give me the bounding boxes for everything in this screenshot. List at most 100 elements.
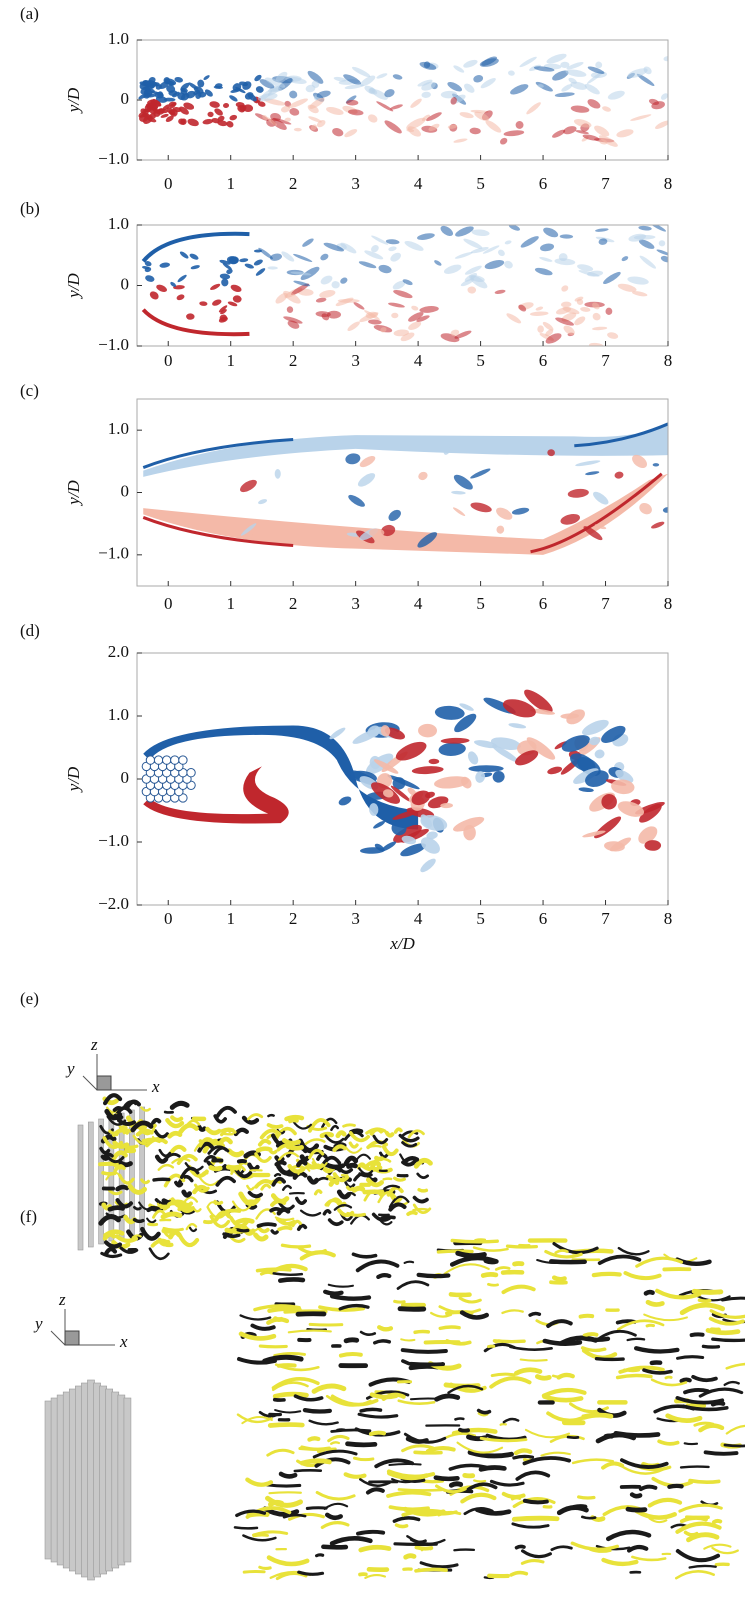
vortex-isosurface bbox=[183, 1119, 201, 1130]
vortex bbox=[504, 260, 513, 269]
shear-line bbox=[141, 231, 250, 263]
vortex bbox=[177, 274, 187, 283]
vortex-isosurface bbox=[107, 1188, 123, 1196]
vortex bbox=[418, 471, 428, 481]
vortex bbox=[358, 261, 377, 269]
vortex bbox=[319, 290, 336, 298]
vortex bbox=[376, 73, 388, 79]
vortex-isosurface bbox=[393, 1176, 406, 1182]
vortex-isosurface bbox=[703, 1543, 732, 1550]
vortex bbox=[428, 123, 440, 132]
cylinder bbox=[178, 755, 188, 765]
vortex-isosurface bbox=[377, 1325, 394, 1332]
vortex bbox=[524, 689, 553, 713]
vortex bbox=[289, 108, 300, 116]
vortex bbox=[260, 89, 273, 100]
vortex bbox=[611, 779, 635, 795]
vortex-isosurface bbox=[524, 1428, 571, 1439]
vortex bbox=[587, 99, 601, 109]
vortex-isosurface bbox=[239, 1314, 272, 1321]
vortex bbox=[152, 98, 162, 107]
vortex bbox=[416, 315, 430, 322]
vortex-isosurface bbox=[623, 1271, 662, 1281]
vortex bbox=[454, 251, 473, 259]
vortex bbox=[240, 479, 257, 493]
vortex-isosurface bbox=[535, 1374, 552, 1381]
axis-cube bbox=[64, 1330, 80, 1346]
vortex bbox=[607, 332, 619, 339]
vortex-isosurface bbox=[494, 1339, 503, 1344]
vortex-isosurface bbox=[343, 1472, 367, 1479]
axis-name: z bbox=[90, 1035, 98, 1054]
vortex-isosurface bbox=[447, 1384, 484, 1394]
vortex-isosurface bbox=[688, 1564, 717, 1569]
vortex-isosurface bbox=[522, 1456, 572, 1466]
vortex-isosurface bbox=[107, 1205, 126, 1212]
vortex bbox=[586, 70, 605, 84]
vortex bbox=[178, 106, 189, 115]
x-tick-label: 4 bbox=[414, 909, 423, 928]
vortex-isosurface bbox=[725, 1362, 745, 1370]
vortex bbox=[636, 73, 655, 86]
vortex bbox=[434, 776, 469, 789]
vortex-isosurface bbox=[551, 1275, 567, 1282]
vortex-isosurface bbox=[287, 1329, 332, 1334]
vortex-isosurface bbox=[381, 1144, 399, 1157]
y-tick-label: −1.0 bbox=[98, 831, 129, 850]
vortex bbox=[602, 106, 611, 112]
vortex-isosurface bbox=[387, 1470, 429, 1481]
cylinder bbox=[170, 755, 180, 765]
vortex bbox=[308, 116, 322, 123]
vortex bbox=[453, 65, 465, 73]
vortex-isosurface bbox=[578, 1335, 611, 1342]
vortex bbox=[262, 114, 268, 121]
vortex-isosurface bbox=[403, 1260, 415, 1264]
vortex-isosurface bbox=[679, 1465, 710, 1469]
vortex bbox=[595, 228, 609, 232]
vortex-isosurface bbox=[474, 1238, 487, 1242]
vortex bbox=[583, 526, 603, 541]
vortex bbox=[380, 327, 387, 333]
vortex bbox=[226, 256, 239, 265]
vortex-isosurface bbox=[378, 1151, 389, 1159]
vortex bbox=[160, 113, 169, 118]
vortex-isosurface bbox=[394, 1523, 409, 1529]
vortex-isosurface bbox=[365, 1487, 385, 1495]
vortex-isosurface bbox=[528, 1311, 542, 1317]
vortex bbox=[214, 83, 223, 89]
vortex bbox=[149, 291, 159, 300]
vortex bbox=[368, 87, 375, 94]
vortex-isosurface bbox=[409, 1538, 427, 1544]
x-tick-label: 0 bbox=[164, 909, 173, 928]
vortex-isosurface bbox=[691, 1288, 724, 1295]
vortex-isosurface bbox=[152, 1177, 171, 1182]
vortex bbox=[450, 97, 457, 105]
vortex bbox=[470, 247, 489, 254]
vortex-isosurface bbox=[367, 1144, 382, 1149]
vortex-isosurface bbox=[511, 1515, 560, 1522]
vortex bbox=[344, 84, 364, 90]
vortex-isosurface bbox=[98, 1214, 121, 1226]
vortex-isosurface bbox=[157, 1237, 171, 1247]
vortex-isosurface bbox=[487, 1282, 499, 1287]
vortex-isosurface bbox=[234, 1217, 255, 1226]
x-tick-label: 3 bbox=[351, 174, 360, 193]
vortex bbox=[357, 473, 376, 487]
vortex-isosurface bbox=[403, 1432, 447, 1444]
y-axis-label: y/D bbox=[64, 480, 83, 507]
vortex bbox=[255, 86, 264, 93]
vortex bbox=[492, 745, 519, 763]
vortex-isosurface bbox=[401, 1160, 415, 1167]
vortex-isosurface bbox=[364, 1574, 386, 1580]
vortex-isosurface bbox=[323, 1289, 344, 1296]
vortex bbox=[229, 114, 238, 121]
vortex bbox=[159, 262, 171, 268]
vortex bbox=[329, 727, 346, 740]
vortex-isosurface bbox=[370, 1160, 382, 1169]
vortex-isosurface bbox=[512, 1261, 525, 1267]
vortex-isosurface bbox=[229, 1235, 246, 1243]
vortex bbox=[468, 765, 504, 773]
x-tick-label: 6 bbox=[539, 909, 548, 928]
x-tick-label: 3 bbox=[351, 351, 360, 370]
vortex-isosurface bbox=[330, 1441, 341, 1445]
